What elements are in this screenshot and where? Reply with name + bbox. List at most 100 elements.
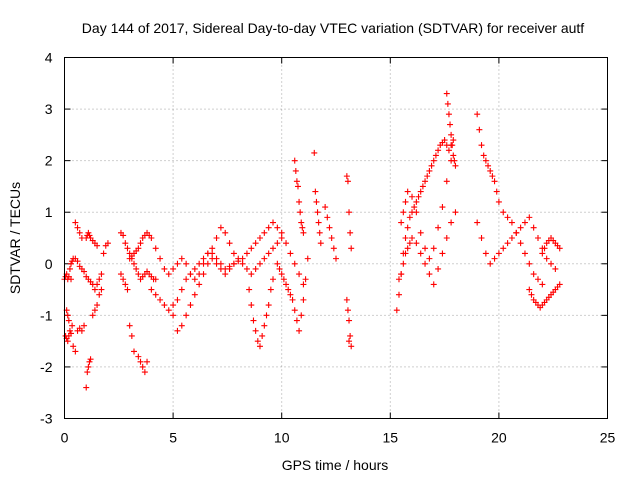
data-point	[534, 235, 541, 241]
data-point	[135, 353, 142, 360]
data-point	[402, 250, 409, 257]
axis-ticks	[64, 57, 608, 419]
data-point	[316, 229, 323, 236]
data-point	[398, 219, 405, 226]
data-point	[84, 369, 91, 376]
y-tick-label: 1	[45, 204, 53, 220]
data-point	[68, 330, 75, 337]
data-point	[200, 271, 207, 278]
data-point	[263, 312, 270, 319]
data-point	[274, 260, 281, 267]
data-point	[422, 260, 429, 267]
data-point	[344, 178, 351, 185]
data-point	[178, 255, 185, 262]
data-point	[293, 178, 300, 185]
data-point	[161, 302, 168, 309]
data-point	[270, 219, 277, 226]
data-point	[476, 126, 483, 133]
data-point	[413, 240, 420, 247]
data-point	[117, 271, 124, 278]
data-point	[248, 271, 255, 278]
data-point	[478, 142, 485, 149]
data-point	[343, 173, 350, 180]
data-point	[64, 312, 71, 319]
data-points	[61, 90, 563, 391]
data-point	[183, 276, 190, 283]
data-point	[64, 338, 71, 345]
y-axis-label: SDTVAR / TECUs	[7, 182, 23, 294]
data-point	[402, 235, 409, 241]
data-point	[548, 260, 555, 267]
data-point	[485, 162, 492, 169]
data-point	[487, 260, 494, 267]
data-point	[343, 296, 350, 303]
data-point	[122, 281, 129, 288]
data-point	[411, 204, 418, 211]
data-point	[504, 240, 511, 247]
y-tick-label: 2	[45, 153, 53, 169]
data-point	[261, 229, 268, 236]
data-point	[482, 157, 489, 164]
x-tick-label: 5	[169, 430, 177, 446]
data-point	[293, 317, 300, 324]
data-point	[430, 245, 437, 252]
data-point	[444, 100, 451, 107]
data-point	[539, 250, 546, 257]
data-point	[66, 265, 73, 272]
data-point	[504, 214, 511, 221]
data-point	[256, 260, 263, 267]
data-point	[450, 137, 457, 144]
data-point	[217, 224, 224, 231]
data-point	[541, 245, 548, 252]
data-point	[426, 255, 433, 262]
data-point	[445, 147, 452, 154]
data-point	[200, 255, 207, 262]
data-point	[170, 302, 177, 309]
data-point	[398, 271, 405, 278]
data-point	[493, 188, 500, 195]
data-point	[98, 286, 105, 293]
data-point	[474, 111, 481, 118]
data-point	[406, 214, 413, 221]
data-point	[270, 245, 277, 252]
data-point	[328, 235, 335, 241]
data-point	[439, 204, 446, 211]
data-point	[86, 232, 93, 239]
data-point	[120, 276, 127, 283]
data-point	[222, 265, 229, 272]
data-point	[235, 258, 242, 265]
data-point	[441, 137, 448, 144]
data-point	[395, 291, 402, 298]
data-point	[530, 224, 537, 231]
data-point	[141, 369, 148, 376]
y-tick-label: -3	[40, 411, 53, 427]
data-point	[395, 276, 402, 283]
data-point	[404, 224, 411, 231]
data-point	[131, 260, 138, 267]
data-point	[137, 240, 144, 247]
data-point	[526, 260, 533, 267]
data-point	[417, 229, 424, 236]
data-point	[422, 178, 429, 185]
data-point	[539, 281, 546, 288]
data-point	[124, 245, 131, 252]
data-point	[120, 232, 127, 239]
data-point	[324, 214, 331, 221]
data-point	[291, 260, 298, 267]
data-point	[409, 193, 416, 200]
data-point	[508, 219, 515, 226]
grid-lines	[64, 57, 608, 419]
data-point	[100, 250, 107, 257]
data-point	[157, 296, 164, 303]
data-point	[265, 250, 272, 257]
data-point	[148, 286, 155, 293]
data-point	[213, 235, 220, 241]
data-point	[435, 224, 442, 231]
data-point	[261, 322, 268, 329]
data-point	[344, 307, 351, 314]
data-point	[447, 121, 454, 128]
data-point	[239, 255, 246, 262]
data-point	[435, 147, 442, 154]
data-point	[291, 157, 298, 164]
data-point	[297, 209, 304, 216]
